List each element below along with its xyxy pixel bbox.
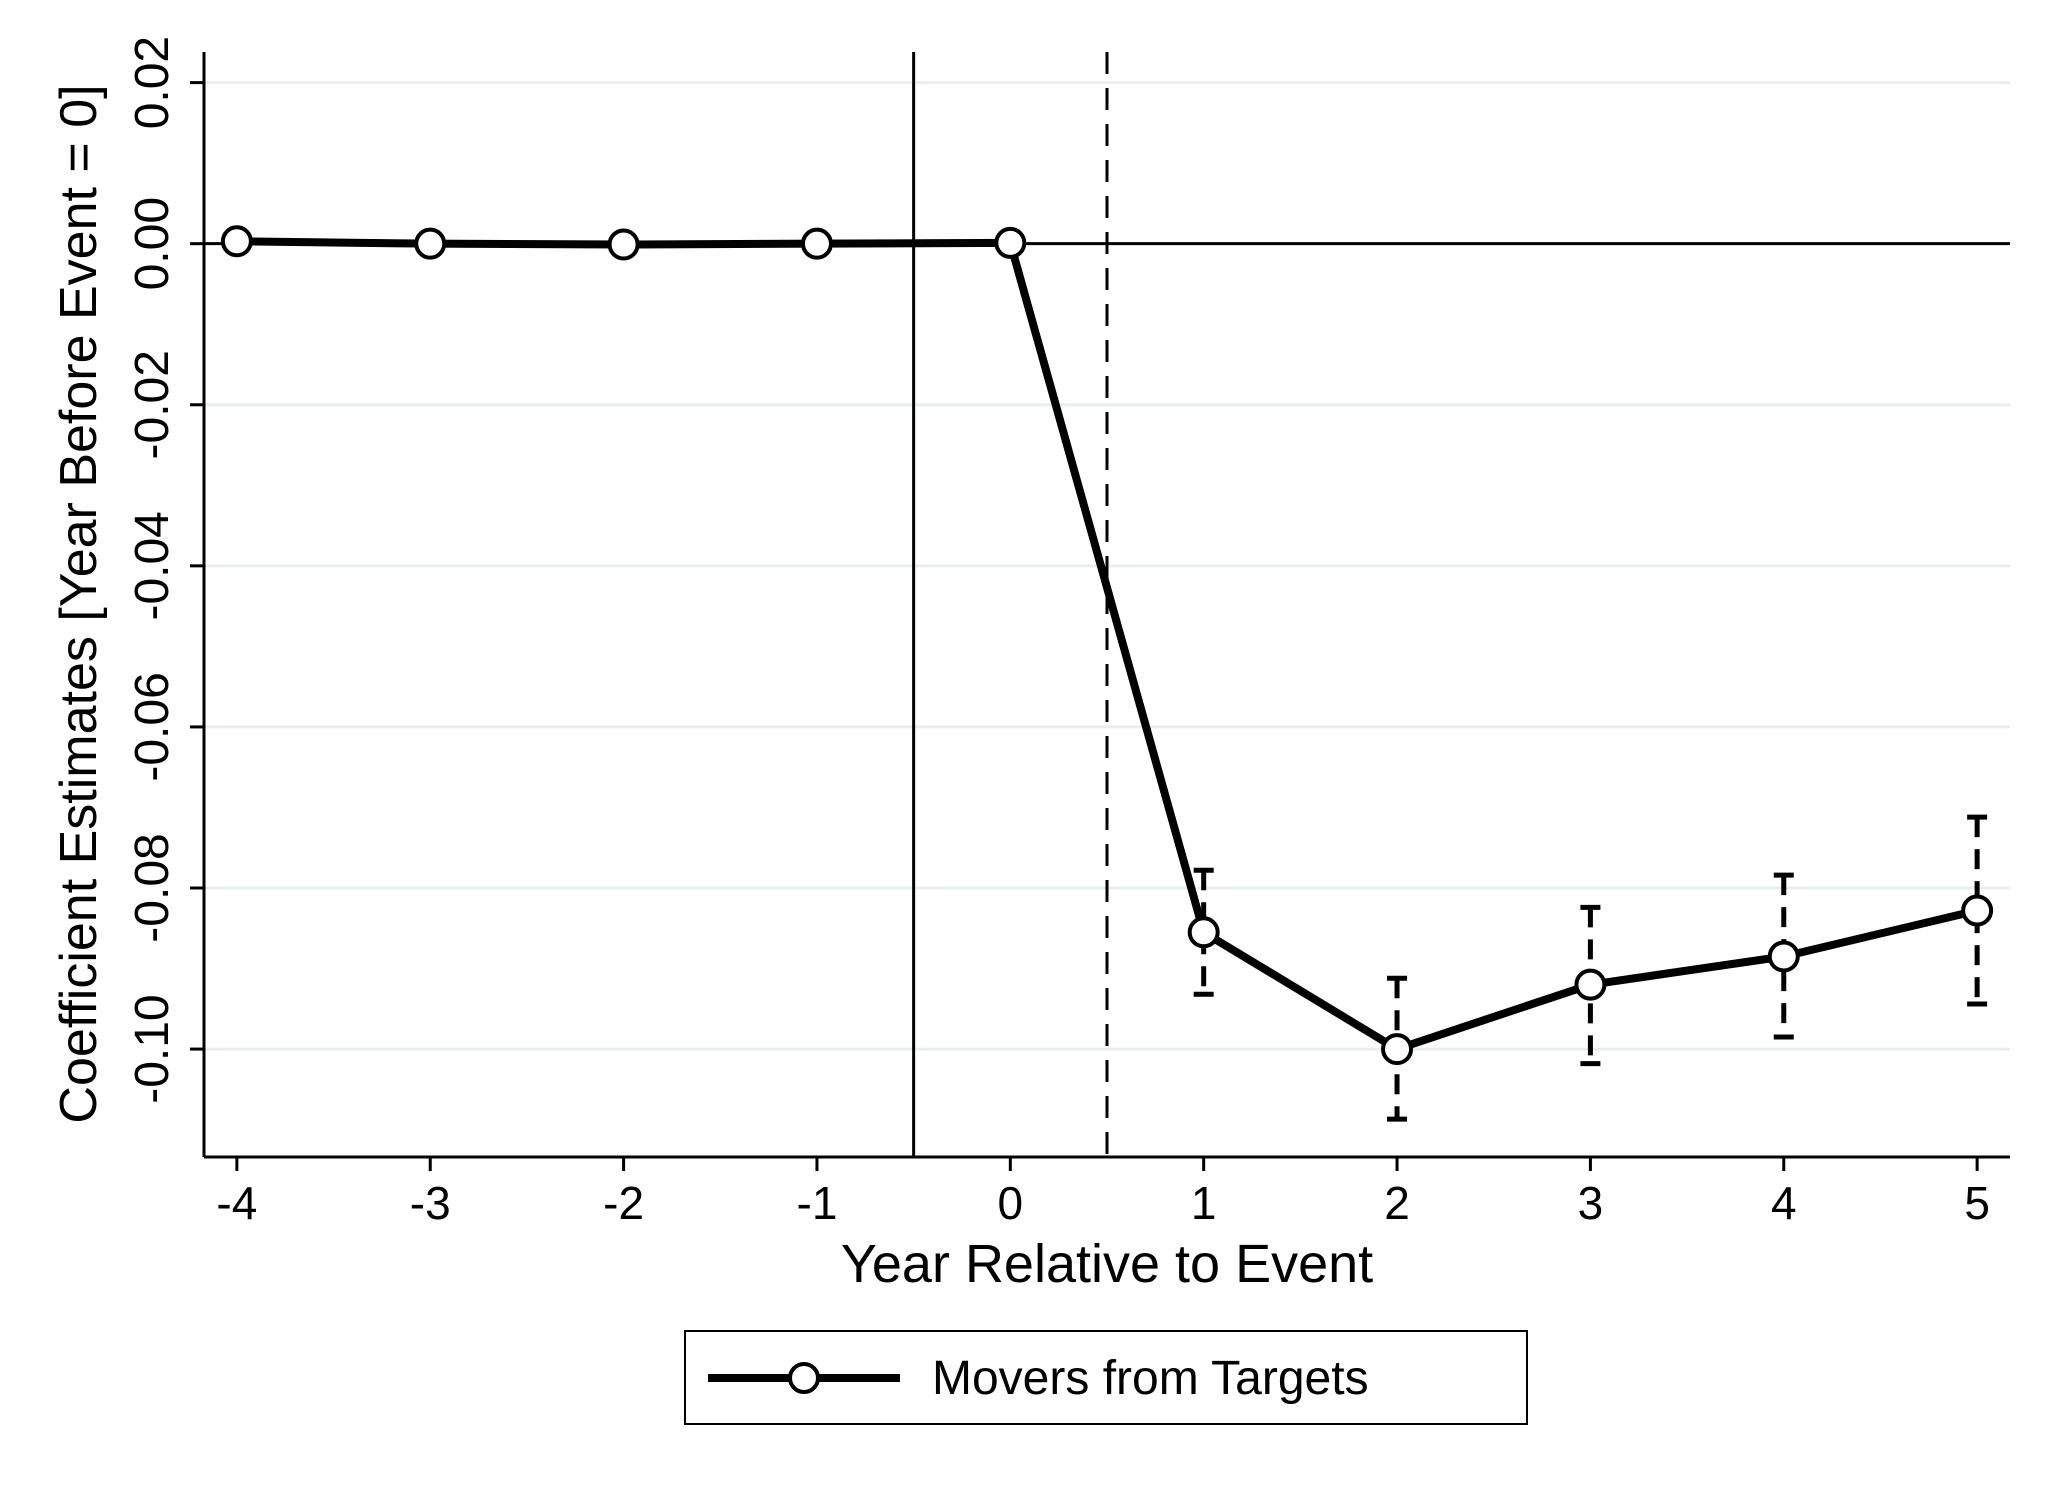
- y-axis-ticks: -0.10 -0.08 -0.06 -0.04 -0.02 0.00 0.02: [126, 36, 204, 1104]
- axes: [202, 52, 2010, 1159]
- legend: Movers from Targets: [684, 1330, 1528, 1425]
- y-tick-label: -0.02: [126, 350, 179, 459]
- series-line: [236, 237, 1979, 1054]
- data-point-marker: [607, 228, 640, 261]
- y-axis-title: Coefficient Estimates [Year Before Event…: [50, 84, 108, 1123]
- data-point-marker: [414, 227, 447, 260]
- x-tick-label: -1: [797, 1177, 838, 1229]
- series-movers-from-targets: [220, 225, 1994, 1066]
- data-point-marker: [1574, 968, 1607, 1001]
- x-axis-title: Year Relative to Event: [841, 1234, 1373, 1294]
- y-tick-label: 0.00: [126, 197, 179, 290]
- x-tick-label: -4: [216, 1177, 257, 1229]
- data-point-marker: [800, 227, 833, 260]
- x-tick-label: 4: [1771, 1177, 1797, 1229]
- x-tick-label: 3: [1578, 1177, 1604, 1229]
- x-axis-ticks: -4 -3 -2 -1 0 1 2 3 4 5: [216, 1157, 1990, 1229]
- y-tick-label: -0.10: [126, 994, 179, 1103]
- data-point-marker: [220, 225, 253, 258]
- x-tick-label: 0: [998, 1177, 1024, 1229]
- y-tick-label: -0.06: [126, 672, 179, 781]
- y-tick-label: 0.02: [126, 36, 179, 129]
- y-tick-label: -0.08: [126, 833, 179, 942]
- x-tick-label: 5: [1964, 1177, 1990, 1229]
- x-tick-label: -3: [410, 1177, 451, 1229]
- x-tick-label: 1: [1191, 1177, 1217, 1229]
- data-point-marker: [1961, 894, 1994, 927]
- data-point-marker: [1381, 1033, 1414, 1066]
- data-point-marker: [994, 226, 1027, 259]
- x-tick-label: -2: [603, 1177, 644, 1229]
- x-tick-label: 2: [1384, 1177, 1410, 1229]
- data-point-marker: [1767, 940, 1800, 973]
- legend-label: Movers from Targets: [932, 1352, 1369, 1405]
- legend-marker-swatch: [788, 1362, 820, 1394]
- y-tick-label: -0.04: [126, 511, 179, 620]
- data-point-marker: [1187, 916, 1220, 949]
